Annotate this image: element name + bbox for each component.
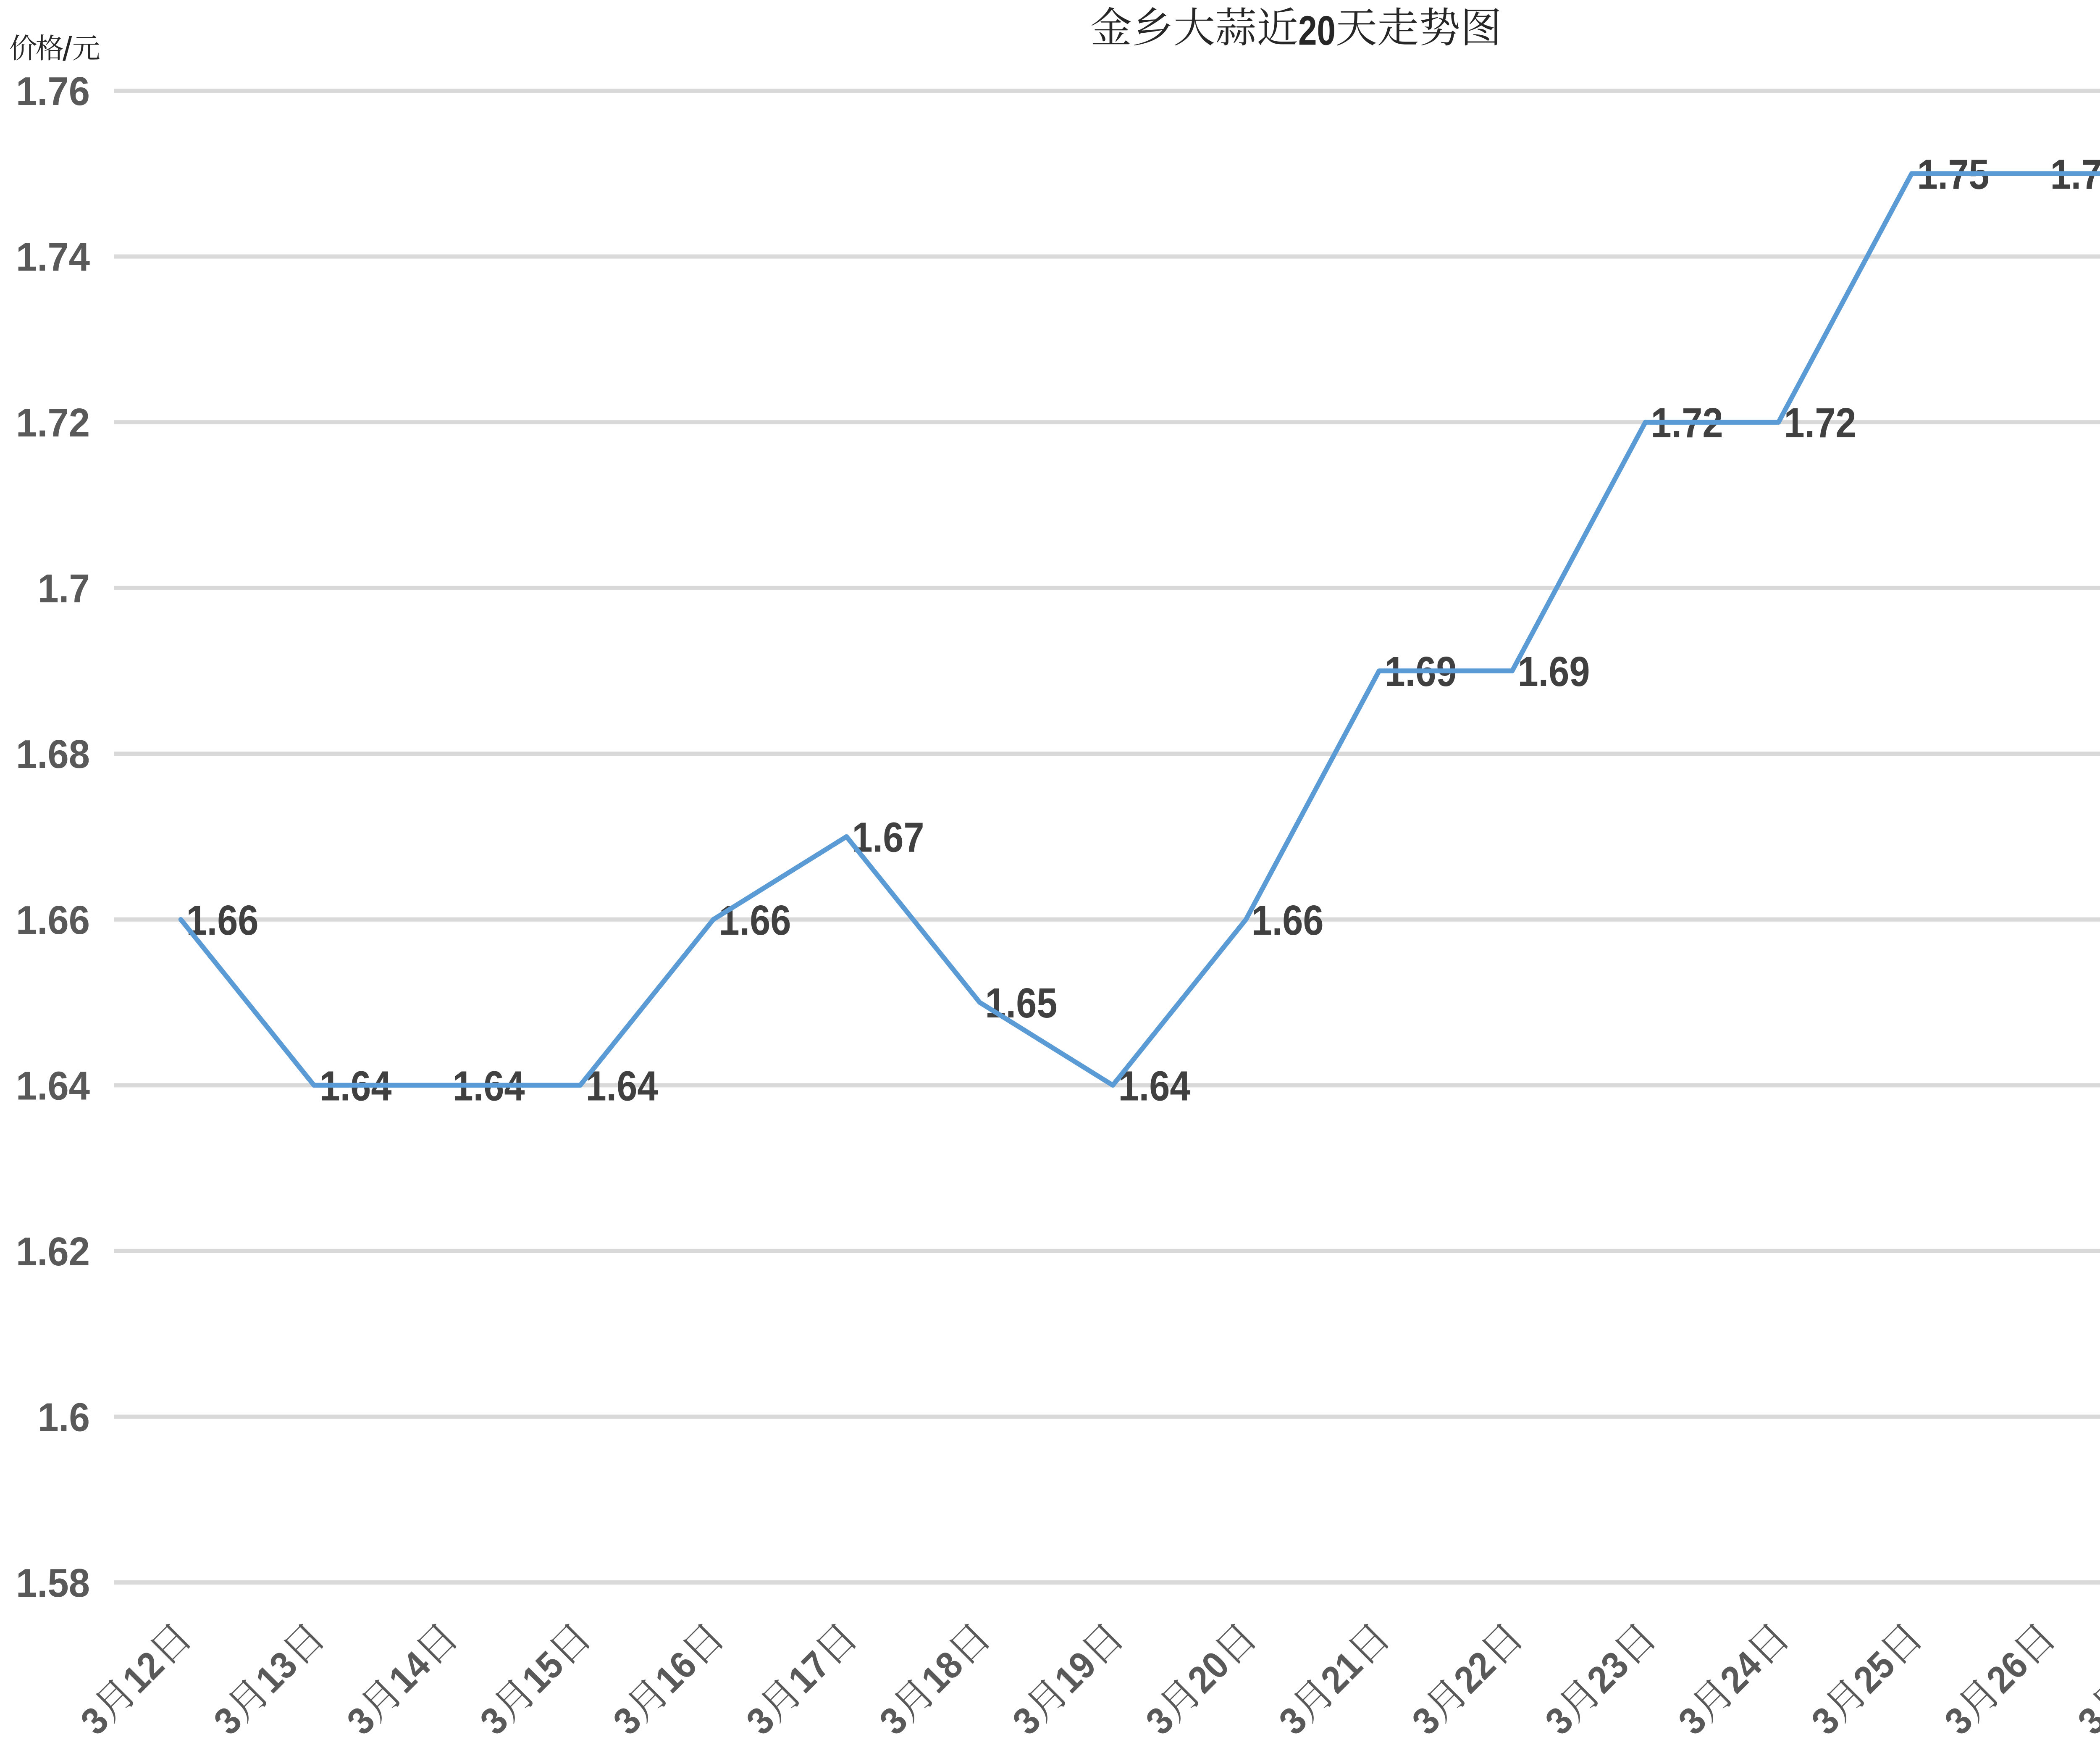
- svg-text:1.66: 1.66: [719, 897, 791, 944]
- svg-text:1.64: 1.64: [586, 1062, 658, 1109]
- svg-text:1.66: 1.66: [1252, 897, 1324, 944]
- svg-text:1.7: 1.7: [38, 566, 90, 611]
- svg-text:1.72: 1.72: [16, 400, 90, 445]
- svg-text:1.65: 1.65: [985, 980, 1058, 1027]
- svg-text:1.58: 1.58: [16, 1561, 90, 1606]
- svg-text:1.66: 1.66: [16, 898, 90, 943]
- svg-text:1.69: 1.69: [1518, 648, 1590, 695]
- svg-text:1.64: 1.64: [1118, 1062, 1191, 1109]
- svg-text:1.74: 1.74: [16, 235, 90, 280]
- svg-text:/: /: [63, 30, 72, 68]
- svg-text:20: 20: [1298, 8, 1336, 54]
- svg-text:1.62: 1.62: [16, 1229, 90, 1274]
- svg-text:1.66: 1.66: [186, 897, 259, 944]
- svg-text:1.76: 1.76: [16, 69, 90, 114]
- svg-text:1.64: 1.64: [16, 1063, 90, 1108]
- svg-text:1.67: 1.67: [852, 814, 924, 861]
- svg-text:1.72: 1.72: [1784, 400, 1856, 447]
- svg-text:1.68: 1.68: [16, 732, 90, 777]
- svg-text:1.6: 1.6: [38, 1395, 90, 1440]
